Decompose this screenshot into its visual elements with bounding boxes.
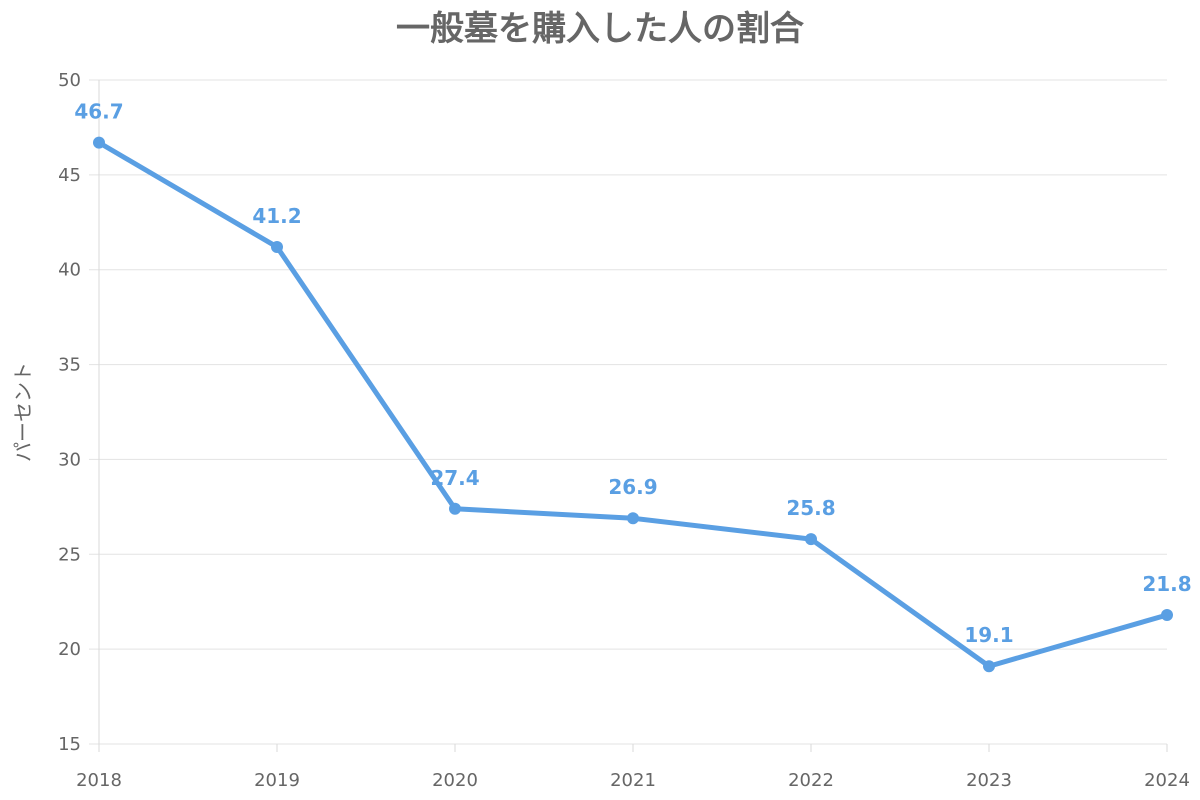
y-tick-label: 50 bbox=[58, 70, 81, 91]
y-tick-label: 40 bbox=[58, 260, 81, 281]
x-axis-ticks: 2018 2019 2020 2021 2022 2023 2024 bbox=[76, 770, 1190, 791]
series-group bbox=[93, 136, 1173, 673]
data-point bbox=[271, 240, 283, 253]
y-tick-label: 25 bbox=[58, 544, 81, 565]
y-tick-label: 20 bbox=[58, 639, 81, 660]
x-tick-label: 2024 bbox=[1144, 770, 1190, 791]
y-axis-label: パーセント bbox=[11, 362, 35, 462]
y-axis-ticks: 15 20 25 30 35 40 45 50 bbox=[58, 70, 81, 755]
data-label: 26.9 bbox=[608, 475, 657, 499]
x-tick-label: 2022 bbox=[788, 770, 834, 791]
y-tick-label: 15 bbox=[58, 734, 81, 755]
data-point bbox=[93, 136, 105, 149]
data-point bbox=[627, 512, 639, 525]
y-tick-label: 30 bbox=[58, 449, 81, 470]
data-point bbox=[805, 533, 817, 546]
data-point bbox=[449, 502, 461, 515]
x-tick-label: 2020 bbox=[432, 770, 478, 791]
y-tick-label: 45 bbox=[58, 165, 81, 186]
data-label: 27.4 bbox=[430, 466, 479, 490]
data-label: 21.8 bbox=[1142, 572, 1191, 596]
chart-title: 一般墓を購入した人の割合 bbox=[396, 9, 804, 49]
data-labels: 46.7 41.2 27.4 26.9 25.8 19.1 21.8 bbox=[74, 100, 1191, 648]
data-label: 25.8 bbox=[786, 496, 835, 520]
data-label: 19.1 bbox=[964, 623, 1013, 647]
x-tick-label: 2023 bbox=[966, 770, 1012, 791]
gridlines bbox=[89, 79, 1168, 752]
x-tick-label: 2019 bbox=[254, 770, 300, 791]
data-point bbox=[983, 660, 995, 673]
data-point bbox=[1161, 608, 1173, 621]
data-label: 41.2 bbox=[252, 204, 301, 228]
x-tick-label: 2018 bbox=[76, 770, 122, 791]
x-tick-label: 2021 bbox=[610, 770, 656, 791]
data-label: 46.7 bbox=[74, 100, 123, 124]
y-tick-label: 35 bbox=[58, 355, 81, 376]
